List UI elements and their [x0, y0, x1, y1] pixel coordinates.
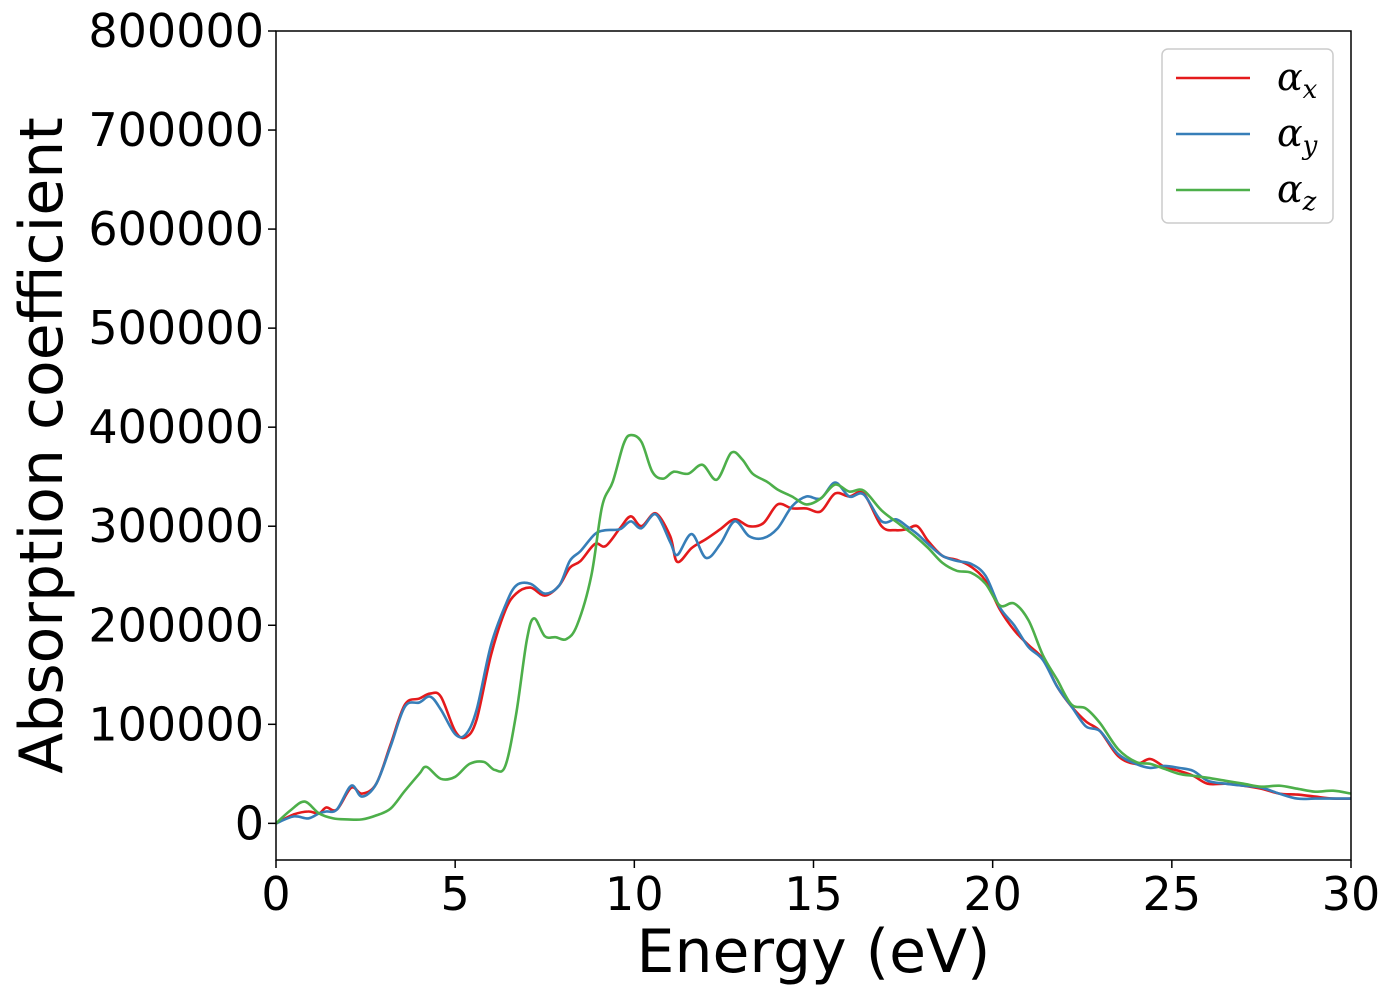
- series-line-y: [276, 481, 1351, 825]
- y-tick-label: 800000: [88, 4, 264, 58]
- x-tick-label: 0: [261, 867, 290, 921]
- x-tick-label: 5: [441, 867, 470, 921]
- x-tick-label: 15: [784, 867, 843, 921]
- y-tick-label: 600000: [88, 202, 264, 256]
- y-tick-label: 700000: [88, 103, 264, 157]
- series-line-x: [276, 490, 1351, 825]
- x-tick-label: 10: [605, 867, 664, 921]
- series-layer: [276, 433, 1351, 825]
- x-tick-label: 20: [963, 867, 1022, 921]
- legend-label-y: αy: [1277, 111, 1318, 161]
- y-tick-label: 200000: [88, 598, 264, 652]
- y-axis: 0 100000 200000 300000 400000 500000 600000 700…: [88, 4, 276, 850]
- x-axis-title: Energy (eV): [637, 917, 991, 987]
- legend-label-z: αz: [1277, 167, 1317, 217]
- y-tick-label: 100000: [88, 697, 264, 751]
- y-tick-label: 300000: [88, 499, 264, 553]
- x-tick-label: 25: [1143, 867, 1202, 921]
- legend-label-x: αx: [1277, 55, 1318, 105]
- x-tick-label: 30: [1322, 867, 1381, 921]
- y-tick-label: 0: [235, 796, 264, 850]
- series-line-z: [276, 433, 1351, 825]
- y-axis-title: Absorption coefficient: [7, 117, 77, 774]
- legend: αx αy αz: [1161, 48, 1334, 224]
- x-axis: 0 5 10 15 20 25 30: [261, 860, 1380, 921]
- y-tick-label: 400000: [88, 400, 264, 454]
- legend-box: [1161, 48, 1334, 224]
- y-tick-label: 500000: [88, 301, 264, 355]
